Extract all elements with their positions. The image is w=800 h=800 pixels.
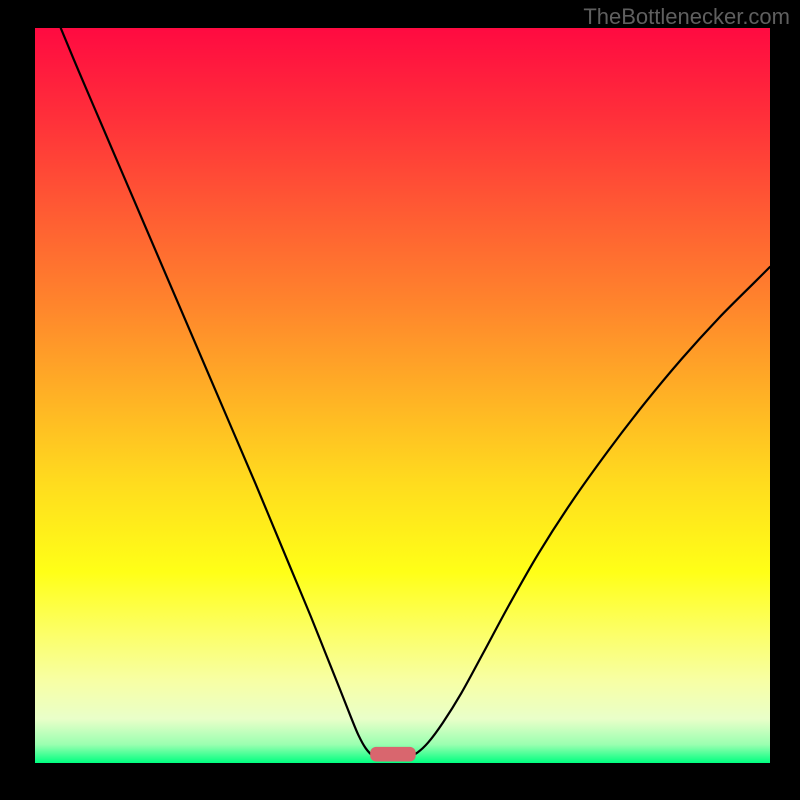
- watermark-text: TheBottlenecker.com: [583, 4, 790, 30]
- gradient-background: [35, 28, 770, 763]
- bottom-marker: [370, 747, 416, 762]
- bottleneck-chart: [0, 0, 800, 800]
- chart-container: TheBottlenecker.com: [0, 0, 800, 800]
